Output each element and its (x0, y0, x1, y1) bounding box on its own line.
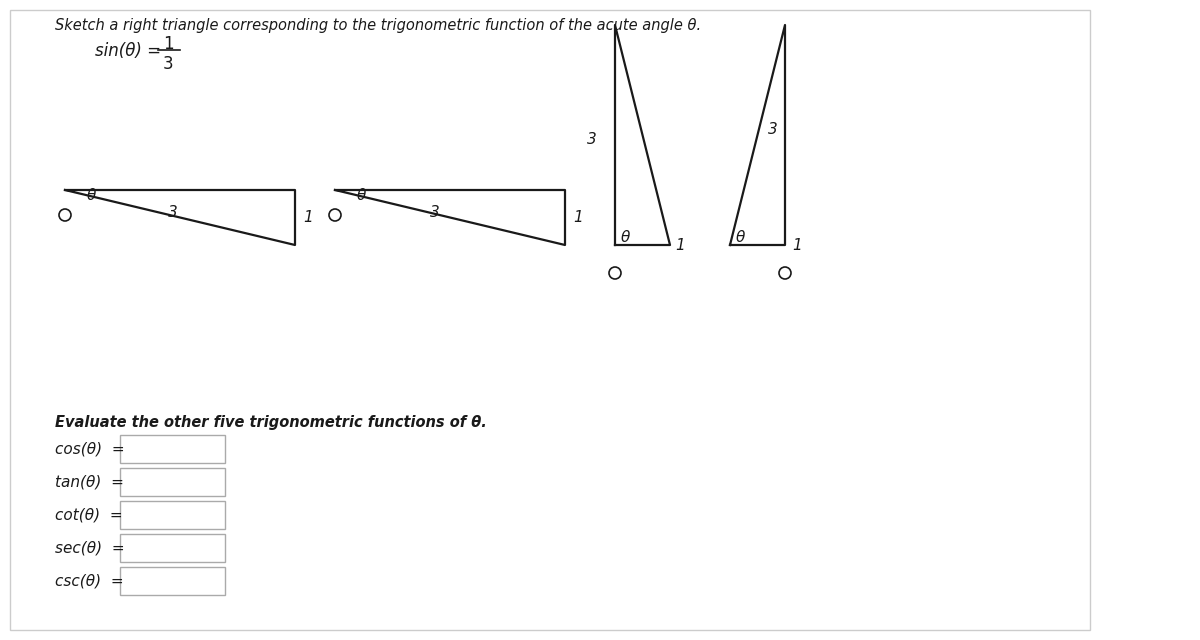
Text: csc(θ)  =: csc(θ) = (55, 573, 124, 589)
Text: Evaluate the other five trigonometric functions of θ.: Evaluate the other five trigonometric fu… (55, 415, 487, 430)
Text: 3: 3 (163, 55, 173, 73)
Text: 1: 1 (574, 211, 583, 225)
Text: 1: 1 (674, 237, 685, 253)
Text: sin(θ) =: sin(θ) = (95, 42, 167, 60)
Text: cos(θ)  =: cos(θ) = (55, 442, 125, 456)
Text: tan(θ)  =: tan(θ) = (55, 474, 124, 490)
Text: 1: 1 (163, 35, 173, 53)
Text: 3: 3 (768, 122, 778, 138)
Text: sec(θ)  =: sec(θ) = (55, 541, 125, 556)
Text: cot(θ)  =: cot(θ) = (55, 508, 122, 522)
Text: 3: 3 (587, 132, 598, 147)
Text: θ: θ (358, 188, 366, 203)
Text: 3: 3 (168, 205, 178, 220)
Text: 1: 1 (792, 237, 802, 253)
Text: 1: 1 (302, 211, 313, 225)
Text: Sketch a right triangle corresponding to the trigonometric function of the acute: Sketch a right triangle corresponding to… (55, 18, 701, 33)
Text: θ: θ (622, 230, 630, 245)
Text: θ: θ (88, 188, 96, 203)
Text: 3: 3 (430, 205, 440, 220)
Text: θ: θ (736, 230, 745, 245)
